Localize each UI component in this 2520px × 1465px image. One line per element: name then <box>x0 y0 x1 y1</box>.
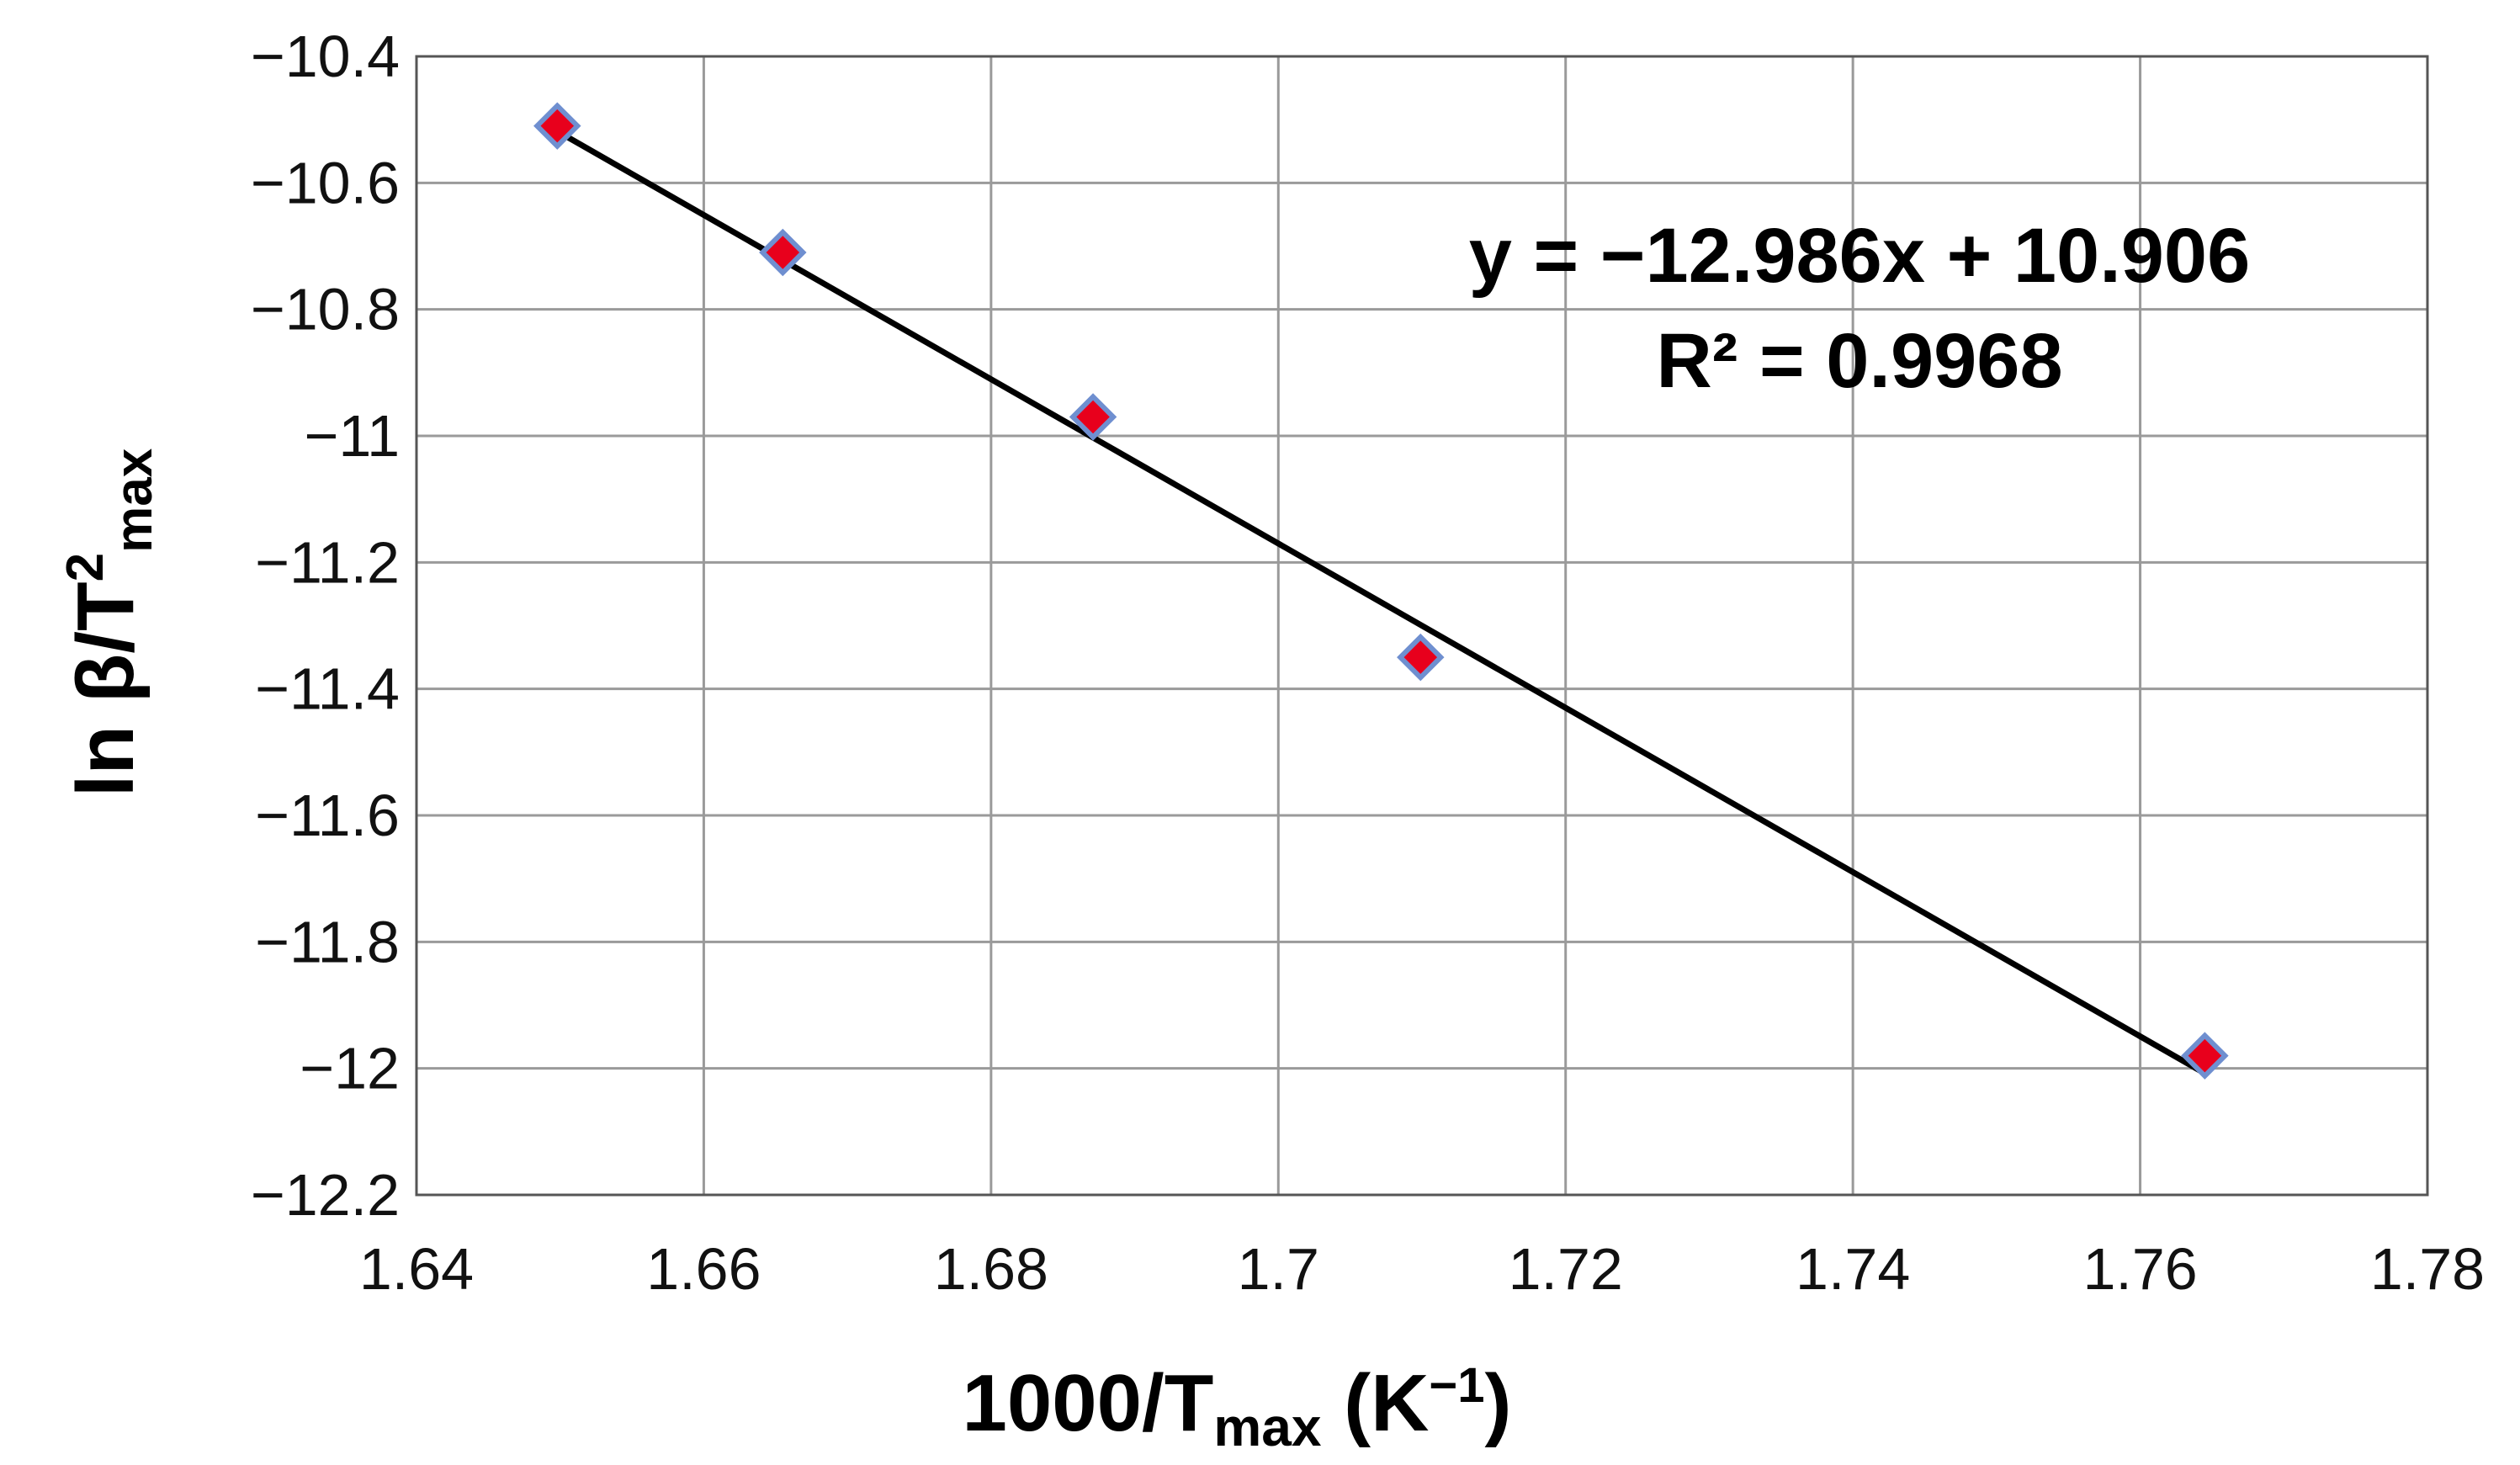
y-tick-label: −10.4 <box>251 24 400 89</box>
x-axis-title-main: 1000/T <box>962 1358 1213 1448</box>
x-axis-title-units: (K <box>1321 1358 1429 1448</box>
data-points <box>533 102 2229 1080</box>
data-point <box>1069 393 1117 441</box>
y-tick-label: −11.2 <box>255 529 400 595</box>
x-axis-title-sub: max <box>1213 1397 1322 1457</box>
plot-area <box>415 55 2429 1197</box>
x-tick-label: 1.66 <box>646 1236 761 1302</box>
x-axis-title-sup: −1 <box>1429 1358 1484 1413</box>
y-tick-label: −12 <box>300 1036 400 1101</box>
data-point <box>533 102 581 150</box>
x-axis-title: 1000/Tmax (K−1) <box>962 1358 1511 1457</box>
y-tick-label: −11.4 <box>255 656 400 722</box>
y-tick-label: −10.6 <box>251 150 400 215</box>
y-tick-label: −11 <box>304 403 400 469</box>
data-point <box>759 228 807 277</box>
y-tick-label: −12.2 <box>251 1162 400 1228</box>
x-tick-label: 1.78 <box>2370 1236 2485 1302</box>
x-tick-label: 1.74 <box>1796 1236 1910 1302</box>
x-tick-label: 1.76 <box>2082 1236 2197 1302</box>
x-axis-title-close: ) <box>1485 1358 1512 1448</box>
trendline <box>555 128 2207 1076</box>
x-axis-ticks: 1.64 1.66 1.68 1.7 1.72 1.74 1.76 1.78 <box>359 1236 2485 1302</box>
y-axis-ticks: −10.4 −10.6 −10.8 −11 −11.2 −11.4 −11.6 −11.8 −1… <box>251 24 400 1228</box>
x-tick-label: 1.7 <box>1238 1236 1319 1302</box>
r-squared: R² = 0.9968 <box>1656 318 2062 404</box>
y-axis-title: ln β/T2max <box>56 448 163 797</box>
y-axis-title-sub: max <box>105 448 163 553</box>
data-point <box>2181 1032 2229 1080</box>
y-axis-title-sup: 2 <box>56 553 114 581</box>
y-tick-label: −10.8 <box>251 277 400 342</box>
y-tick-label: −11.8 <box>255 909 400 974</box>
x-tick-label: 1.72 <box>1509 1236 1623 1302</box>
x-tick-label: 1.68 <box>934 1236 1048 1302</box>
y-tick-label: −11.6 <box>255 783 400 848</box>
x-tick-label: 1.64 <box>359 1236 474 1302</box>
data-point <box>1397 633 1445 682</box>
y-axis-title-main: ln β/T <box>61 581 151 797</box>
trend-equation: y = −12.986x + 10.906 <box>1469 213 2251 299</box>
